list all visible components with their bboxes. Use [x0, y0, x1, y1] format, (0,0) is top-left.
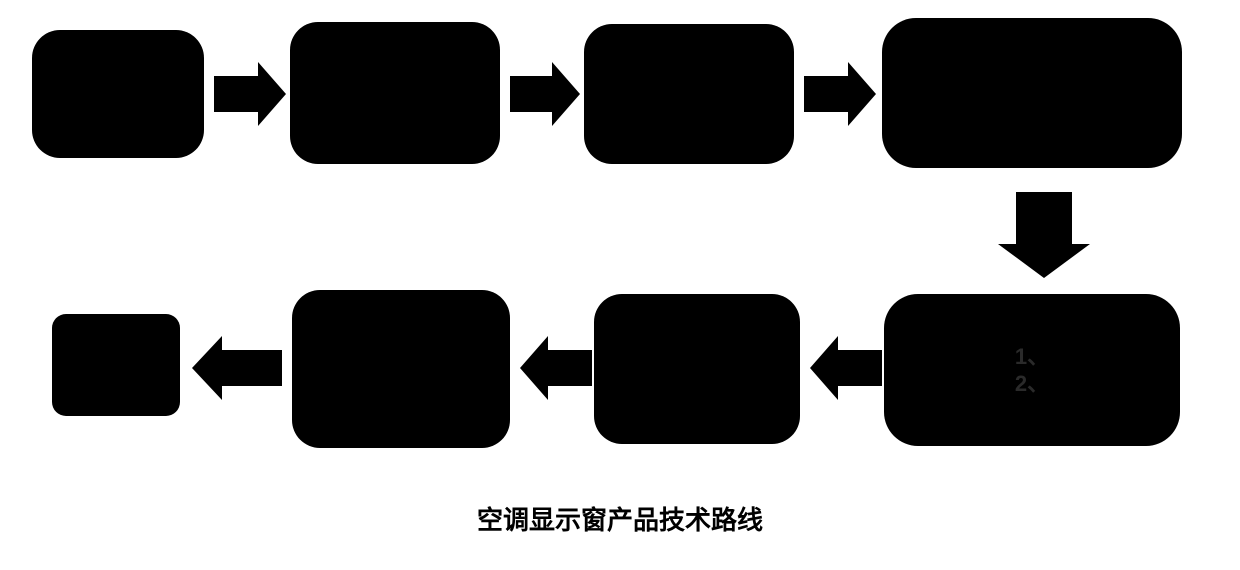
flow-node [32, 30, 204, 158]
flow-arrow [804, 62, 876, 126]
flow-node-label: 1、 2、 [1015, 343, 1049, 398]
flow-node [292, 290, 510, 448]
flow-node: 1、 2、 [884, 294, 1180, 446]
flow-arrow [214, 62, 286, 126]
flow-node [290, 22, 500, 164]
diagram-caption: 空调显示窗产品技术路线 [0, 500, 1240, 537]
flow-arrow [998, 192, 1090, 278]
flow-node [52, 314, 180, 416]
flow-arrow [192, 336, 282, 400]
flow-arrow [510, 62, 580, 126]
flowchart-canvas: 1、 2、 空调显示窗产品技术路线 [0, 0, 1240, 570]
flow-node [882, 18, 1182, 168]
flow-node [584, 24, 794, 164]
flow-node [594, 294, 800, 444]
flow-arrow [810, 336, 882, 400]
flow-arrow [520, 336, 592, 400]
